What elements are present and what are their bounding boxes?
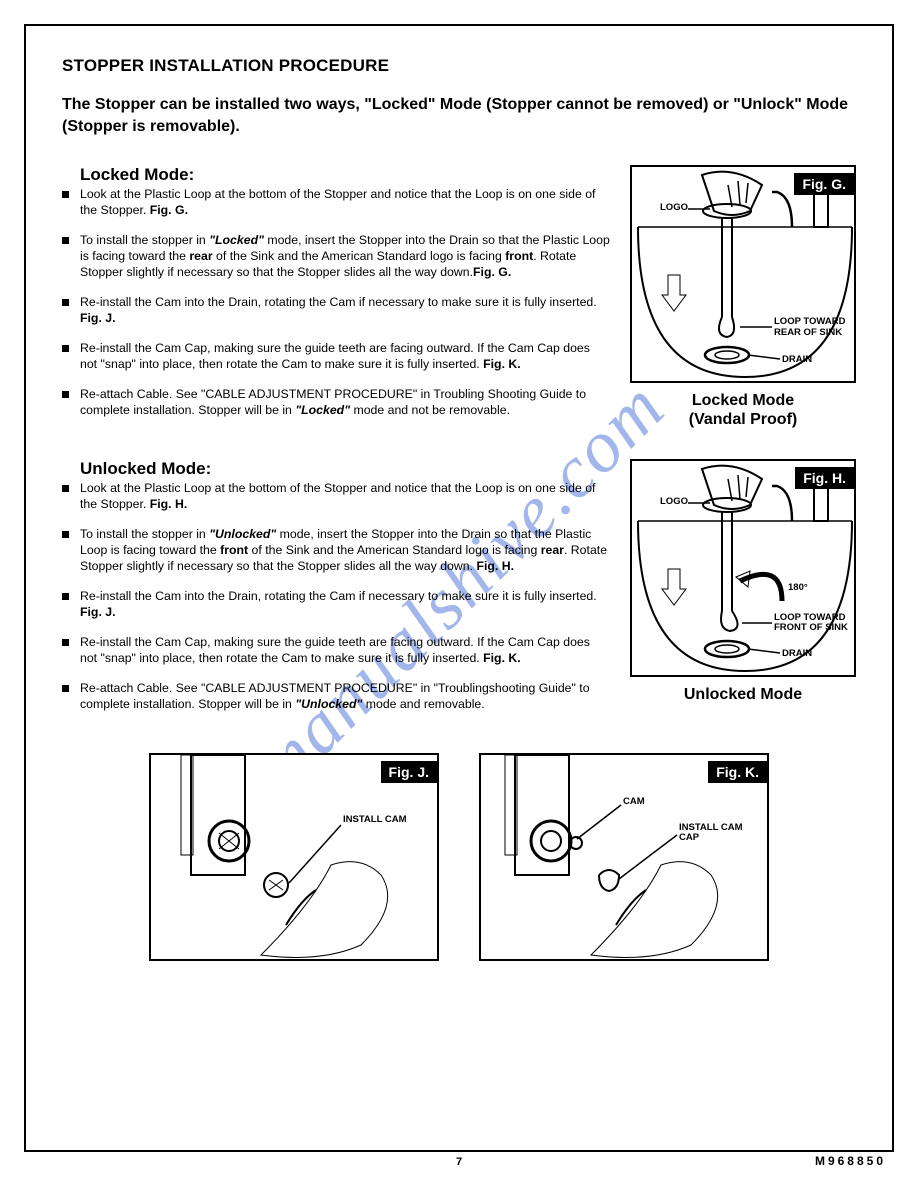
callout-180: 180° <box>788 583 808 593</box>
list-item: Look at the Plastic Loop at the bottom o… <box>62 481 610 513</box>
list-item: Re-install the Cam into the Drain, rotat… <box>62 589 610 621</box>
callout-install-cap: INSTALL CAM CAP <box>679 823 749 844</box>
figure-h-caption: Unlocked Mode <box>630 685 856 704</box>
unlocked-steps: Look at the Plastic Loop at the bottom o… <box>62 481 610 713</box>
figure-j: Fig. J. INSTALL CAM <box>149 753 439 961</box>
figure-j-drawing <box>151 755 439 961</box>
figure-g: Fig. G. <box>630 165 856 383</box>
doc-number: M968850 <box>815 1154 886 1168</box>
unlocked-heading: Unlocked Mode: <box>80 459 610 479</box>
figure-label: Fig. K. <box>708 761 767 783</box>
figure-label: Fig. H. <box>795 467 854 489</box>
figure-k-drawing <box>481 755 769 961</box>
locked-steps: Look at the Plastic Loop at the bottom o… <box>62 187 610 419</box>
figure-h: Fig. H. <box>630 459 856 677</box>
page-number: 7 <box>24 1156 894 1168</box>
unlocked-section: Unlocked Mode: Look at the Plastic Loop … <box>62 459 856 727</box>
figure-g-drawing <box>632 167 856 383</box>
list-item: To install the stopper in "Locked" mode,… <box>62 233 610 281</box>
callout-install-cam: INSTALL CAM <box>343 815 407 825</box>
list-item: Re-install the Cam Cap, making sure the … <box>62 341 610 373</box>
callout-drain: DRAIN <box>782 649 812 659</box>
callout-cam: CAM <box>623 797 645 807</box>
list-item: Re-attach Cable. See "CABLE ADJUSTMENT P… <box>62 387 610 419</box>
locked-section: Locked Mode: Look at the Plastic Loop at… <box>62 165 856 433</box>
page-title: STOPPER INSTALLATION PROCEDURE <box>62 56 856 76</box>
figure-h-drawing <box>632 461 856 677</box>
callout-drain: DRAIN <box>782 355 812 365</box>
list-item: Look at the Plastic Loop at the bottom o… <box>62 187 610 219</box>
list-item: Re-attach Cable. See "CABLE ADJUSTMENT P… <box>62 681 610 713</box>
list-item: To install the stopper in "Unlocked" mod… <box>62 527 610 575</box>
figure-label: Fig. G. <box>794 173 854 195</box>
intro-text: The Stopper can be installed two ways, "… <box>62 94 856 137</box>
callout-logo: LOGO <box>660 497 688 507</box>
locked-heading: Locked Mode: <box>80 165 610 185</box>
bottom-figures: Fig. J. INSTALL CAM Fig. K. <box>62 753 856 961</box>
list-item: Re-install the Cam Cap, making sure the … <box>62 635 610 667</box>
figure-label: Fig. J. <box>381 761 437 783</box>
list-item: Re-install the Cam into the Drain, rotat… <box>62 295 610 327</box>
figure-g-caption: Locked Mode(Vandal Proof) <box>630 391 856 429</box>
page-frame: manualshive.com STOPPER INSTALLATION PRO… <box>24 24 894 1152</box>
callout-loop: LOOP TOWARD FRONT OF SINK <box>774 613 856 634</box>
figure-k: Fig. K. CAM INSTALL CAM CAP <box>479 753 769 961</box>
callout-loop: LOOP TOWARD REAR OF SINK <box>774 317 854 338</box>
callout-logo: LOGO <box>660 203 688 213</box>
